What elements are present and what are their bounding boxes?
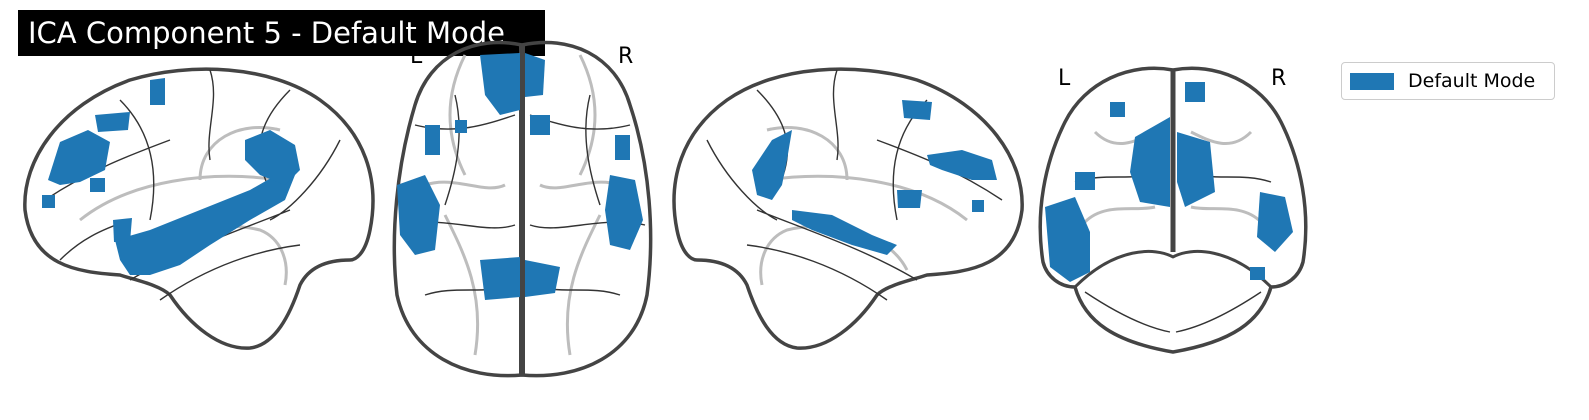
axial-view xyxy=(392,40,653,378)
axial-left-label: L xyxy=(410,44,423,69)
activation-blobs xyxy=(397,53,643,300)
activation-blobs xyxy=(1045,82,1293,282)
sagittal-right-view xyxy=(672,67,1024,350)
figure-title: ICA Component 5 - Default Mode xyxy=(18,10,545,56)
coronal-view xyxy=(1038,66,1308,354)
legend-swatch xyxy=(1350,72,1394,90)
brain-outline xyxy=(1038,66,1308,354)
brain-outline xyxy=(23,67,375,350)
activation-blobs xyxy=(42,78,300,275)
axial-right-label: R xyxy=(618,44,634,69)
coronal-left-label: L xyxy=(1058,66,1071,91)
brain-outline xyxy=(672,67,1024,350)
sagittal-left-view xyxy=(23,67,375,350)
activation-blobs xyxy=(752,100,997,255)
coronal-right-label: R xyxy=(1271,66,1287,91)
legend: Default Mode xyxy=(1341,62,1555,100)
legend-label: Default Mode xyxy=(1408,70,1536,92)
